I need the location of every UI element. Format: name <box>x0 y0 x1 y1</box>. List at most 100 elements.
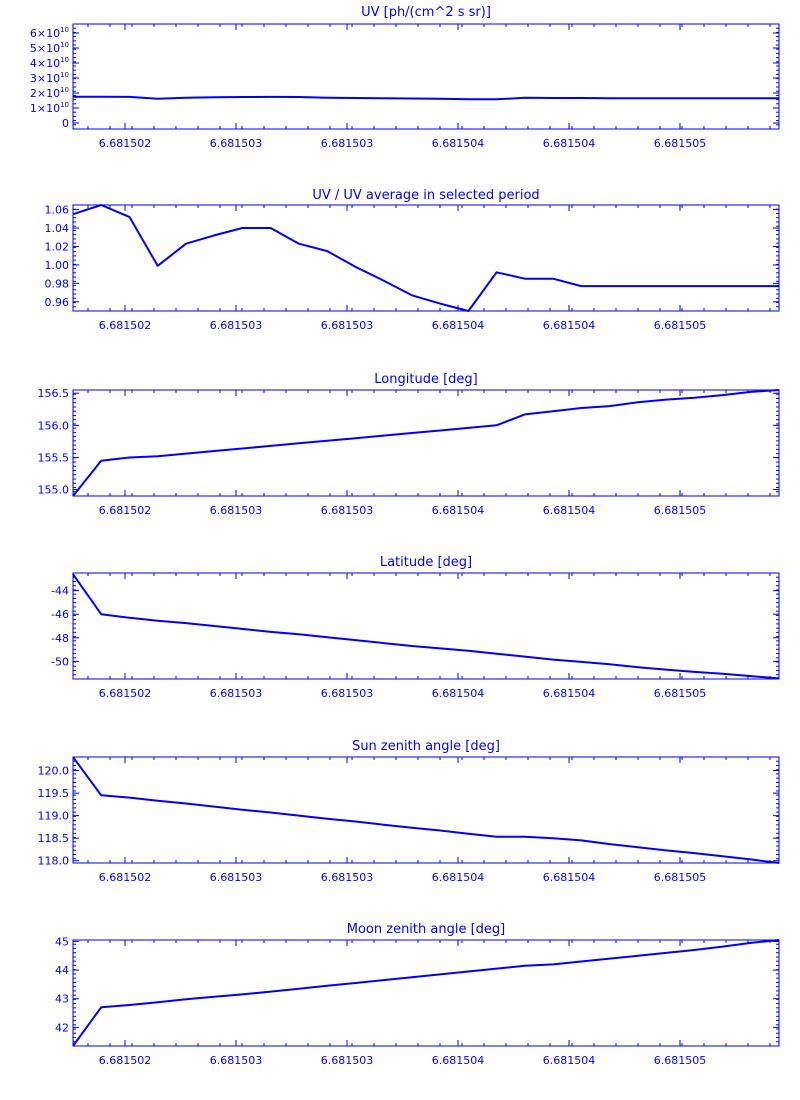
y-tick-exponent: 10 <box>60 26 69 34</box>
y-tick-label: 4×1010 <box>30 56 69 70</box>
y-tick-label: 118.5 <box>38 832 70 845</box>
y-tick-label: 1.04 <box>45 222 70 235</box>
x-tick-label: 6.681502 <box>99 687 152 700</box>
chart-panel-1: UV [ph/(cm^2 s sr)]01×10102×10103×10104×… <box>30 5 780 150</box>
y-tick-label: 119.5 <box>38 787 70 800</box>
chart-panel-6: Moon zenith angle [deg] 42 43 44 45 6.681502 6… <box>55 922 780 1067</box>
y-tick-base: 2×10 <box>30 87 60 100</box>
plot-frame <box>72 23 780 130</box>
y-tick-label: 155.0 <box>38 484 70 497</box>
y-tick-label: 43 <box>55 993 69 1006</box>
x-tick-label: 6.681504 <box>432 319 485 332</box>
x-tick-label: 6.681504 <box>543 504 596 517</box>
x-tick-label: 6.681504 <box>543 871 596 884</box>
chart-title: Longitude [deg] <box>374 372 477 387</box>
y-tick-label: 119.0 <box>38 810 70 823</box>
x-tick-label: 6.681503 <box>321 137 374 150</box>
x-tick-label: 6.681505 <box>654 319 707 332</box>
y-tick-base: 4×10 <box>30 57 60 70</box>
chart-panel-2: UV / UV average in selected period 0.96 0.… <box>45 188 780 332</box>
y-tick-exponent: 10 <box>60 41 69 49</box>
x-tick-label: 6.681505 <box>654 871 707 884</box>
y-tick-label: 0.98 <box>45 277 70 290</box>
chart-title: Sun zenith angle [deg] <box>352 739 500 754</box>
y-tick-label: -50 <box>51 655 69 668</box>
y-tick-base: 42 <box>55 1021 69 1034</box>
x-tick-label: 6.681503 <box>321 504 374 517</box>
chart-panel-5: Sun zenith angle [deg] 118.0 118.5 119.0 119… <box>38 739 780 884</box>
chart-title: Moon zenith angle [deg] <box>347 922 505 937</box>
x-tick-label: 6.681503 <box>210 687 263 700</box>
plot-frame <box>72 572 780 680</box>
y-tick-base: 155.0 <box>38 484 70 497</box>
x-tick-label: 6.681505 <box>654 504 707 517</box>
x-tick-label: 6.681503 <box>321 1054 374 1067</box>
series-line-1 <box>72 573 780 680</box>
x-tick-label: 6.681503 <box>321 687 374 700</box>
x-tick-label: 6.681505 <box>654 1054 707 1067</box>
y-tick-base: 44 <box>55 964 69 977</box>
y-tick-label: -48 <box>51 632 69 645</box>
x-tick-label: 6.681504 <box>543 319 596 332</box>
x-tick-label: 6.681502 <box>99 871 152 884</box>
y-tick-base: -44 <box>51 585 69 598</box>
y-tick-label: 42 <box>55 1021 69 1034</box>
y-tick-exponent: 10 <box>60 56 69 64</box>
x-tick-label: 6.681503 <box>210 319 263 332</box>
y-tick-label: 1.02 <box>45 240 70 253</box>
y-tick-base: 43 <box>55 993 69 1006</box>
x-tick-label: 6.681504 <box>432 504 485 517</box>
y-tick-label: 3×1010 <box>30 71 69 85</box>
x-tick-label: 6.681502 <box>99 504 152 517</box>
y-tick-base: 1.00 <box>45 259 70 272</box>
y-tick-base: -48 <box>51 632 69 645</box>
y-tick-exponent: 10 <box>60 101 69 109</box>
y-tick-base: 1.06 <box>45 204 70 217</box>
x-tick-label: 6.681504 <box>543 137 596 150</box>
y-tick-base: 6×10 <box>30 27 60 40</box>
y-tick-base: -46 <box>51 608 69 621</box>
y-tick-label: 118.0 <box>38 855 70 868</box>
y-tick-label: 1.06 <box>45 204 70 217</box>
y-tick-label: 0.96 <box>45 296 70 309</box>
y-tick-label: -46 <box>51 608 69 621</box>
series-line-1 <box>72 939 780 1047</box>
y-tick-base: 156.0 <box>38 419 70 432</box>
x-tick-label: 6.681503 <box>321 319 374 332</box>
y-tick-label: 156.0 <box>38 419 70 432</box>
y-tick-label: -44 <box>51 585 69 598</box>
y-tick-label: 156.5 <box>38 387 70 400</box>
x-tick-label: 6.681503 <box>210 137 263 150</box>
x-tick-label: 6.681504 <box>543 1054 596 1067</box>
x-tick-label: 6.681503 <box>210 871 263 884</box>
y-tick-base: 1×10 <box>30 102 60 115</box>
x-tick-label: 6.681504 <box>432 687 485 700</box>
y-tick-label: 44 <box>55 964 69 977</box>
y-tick-base: 156.5 <box>38 387 70 400</box>
y-tick-label: 1.00 <box>45 259 70 272</box>
x-tick-label: 6.681502 <box>99 137 152 150</box>
x-tick-label: 6.681504 <box>543 687 596 700</box>
y-tick-base: 1.02 <box>45 240 70 253</box>
y-tick-base: -50 <box>51 655 69 668</box>
x-tick-label: 6.681502 <box>99 319 152 332</box>
x-tick-label: 6.681504 <box>432 137 485 150</box>
series-line-1 <box>72 204 779 312</box>
y-tick-label: 5×1010 <box>30 41 69 55</box>
y-tick-base: 0.96 <box>45 296 70 309</box>
y-tick-exponent: 10 <box>60 71 69 79</box>
chart-panel-4: Latitude [deg] -50 -48 -46 -44 6.681502 6.6815… <box>51 555 780 700</box>
series-line-1 <box>72 389 780 497</box>
x-tick-label: 6.681502 <box>99 1054 152 1067</box>
x-tick-label: 6.681503 <box>321 871 374 884</box>
y-tick-base: 5×10 <box>30 42 60 55</box>
x-tick-label: 6.681505 <box>654 687 707 700</box>
y-tick-base: 120.0 <box>38 765 70 778</box>
y-tick-label: 1×1010 <box>30 101 69 115</box>
chart-title: UV / UV average in selected period <box>312 188 539 203</box>
y-tick-label: 45 <box>55 935 69 948</box>
chart-panel-3: Longitude [deg] 155.0 155.5 156.0 156.5 6.681… <box>38 372 780 517</box>
plot-frame <box>72 939 780 1047</box>
y-tick-base: 45 <box>55 935 69 948</box>
